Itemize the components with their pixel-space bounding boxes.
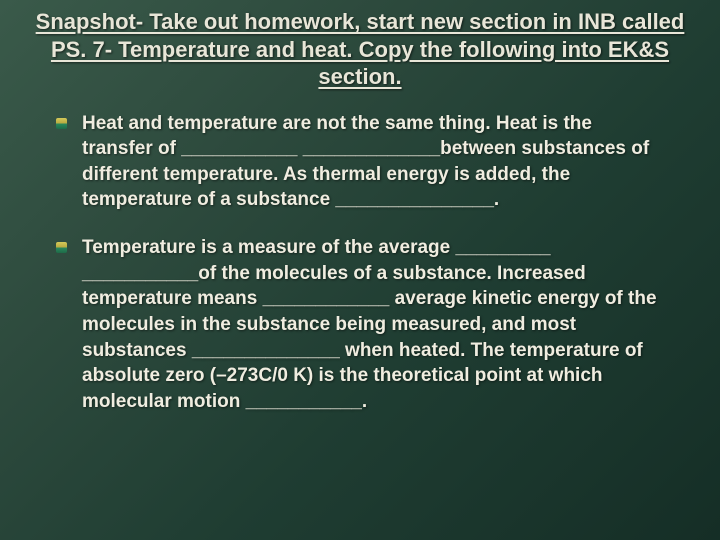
- bullet-item: Heat and temperature are not the same th…: [82, 111, 698, 214]
- slide-title: Snapshot- Take out homework, start new s…: [22, 8, 698, 91]
- slide-container: Snapshot- Take out homework, start new s…: [0, 0, 720, 457]
- bullet-list: Heat and temperature are not the same th…: [22, 111, 698, 415]
- bullet-item: Temperature is a measure of the average …: [82, 235, 698, 414]
